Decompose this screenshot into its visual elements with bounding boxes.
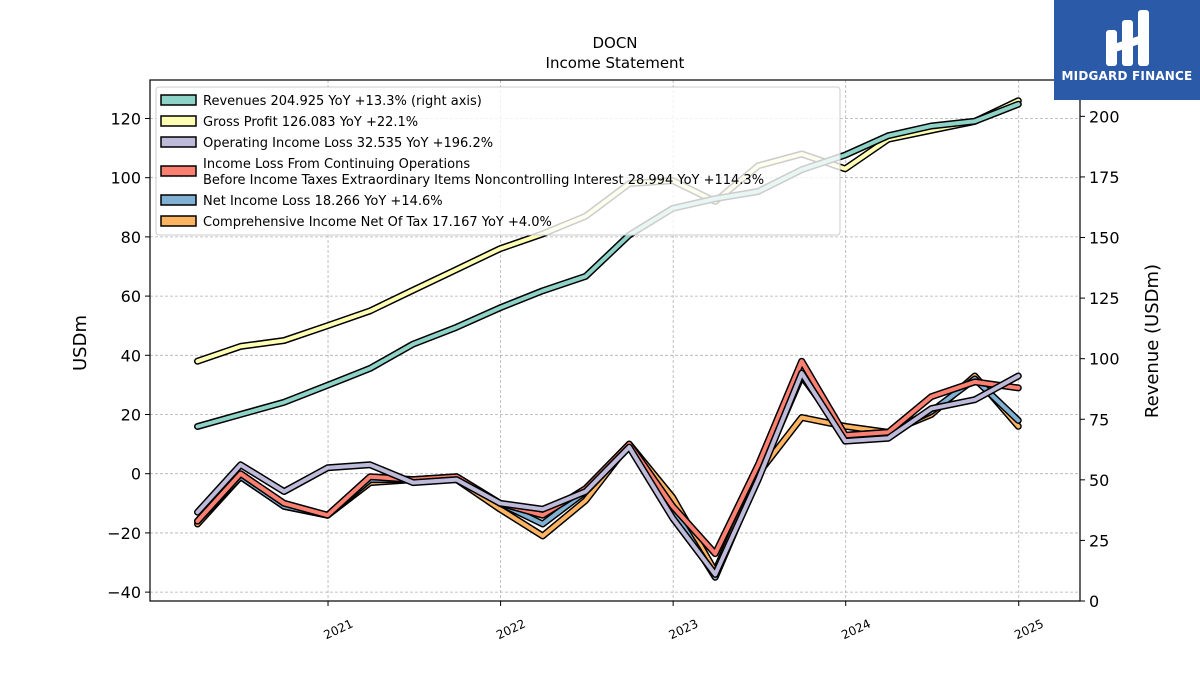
legend-label: Comprehensive Income Net Of Tax 17.167 Y…	[203, 215, 552, 230]
y-tick-label: 100	[110, 169, 141, 188]
legend-label: Income Loss From Continuing Operations Be…	[203, 157, 764, 188]
y-tick-label: 20	[121, 406, 141, 425]
y-tick-label: 40	[121, 346, 141, 365]
series-line	[195, 371, 1021, 577]
x-tick-label: 2022	[494, 617, 528, 643]
legend-swatch	[160, 136, 197, 148]
brand-logo-mark	[1106, 10, 1149, 66]
y2-tick-label: 25	[1089, 531, 1109, 550]
legend-label: Gross Profit 126.083 YoY +22.1%	[203, 115, 418, 130]
chart-subtitle: Income Statement	[546, 54, 685, 72]
chart-title: DOCN	[592, 34, 637, 52]
y-tick-label: −20	[107, 524, 141, 543]
legend: Revenues 204.925 YoY +13.3% (right axis)…	[155, 86, 841, 236]
legend-label: Revenues 204.925 YoY +13.3% (right axis)	[203, 94, 482, 109]
y-tick-label: 0	[131, 465, 141, 484]
legend-swatch	[160, 194, 197, 206]
y2-tick-label: 175	[1089, 168, 1120, 187]
y2-tick-label: 50	[1089, 471, 1109, 490]
legend-swatch	[160, 215, 197, 227]
y2-tick-label: 100	[1089, 350, 1120, 369]
x-tick-label: 2023	[667, 617, 701, 643]
y2-axis-label: Revenue (USDm)	[1142, 264, 1163, 418]
x-tick-label: 2021	[322, 617, 356, 643]
y-axis-label: USDm	[70, 315, 91, 371]
x-tick-label: 2025	[1012, 617, 1046, 643]
series-revenues	[194, 100, 1022, 430]
legend-label: Operating Income Loss 32.535 YoY +196.2%	[203, 136, 493, 151]
y2-tick-label: 200	[1089, 107, 1120, 126]
y-tick-label: 80	[121, 228, 141, 247]
y-tick-label: 120	[110, 109, 141, 128]
y2-tick-label: 0	[1089, 592, 1099, 611]
brand-name: MIDGARD FINANCE	[1061, 69, 1193, 83]
x-tick-label: 2024	[839, 617, 873, 643]
y2-tick-label: 150	[1089, 229, 1120, 248]
legend-swatch	[160, 115, 197, 127]
plot-frame	[149, 79, 1081, 602]
y2-tick-label: 75	[1089, 410, 1109, 429]
series-line	[195, 102, 1021, 429]
legend-swatch	[160, 94, 197, 106]
legend-swatch	[160, 165, 197, 177]
y-tick-label: 60	[121, 287, 141, 306]
legend-frame	[155, 86, 841, 236]
brand-logo: MIDGARD FINANCE	[1054, 0, 1200, 100]
y2-tick-label: 125	[1089, 289, 1120, 308]
series-operating-income-loss	[194, 369, 1022, 578]
y-tick-label: −40	[107, 583, 141, 602]
legend-label: Net Income Loss 18.266 YoY +14.6%	[203, 194, 443, 209]
